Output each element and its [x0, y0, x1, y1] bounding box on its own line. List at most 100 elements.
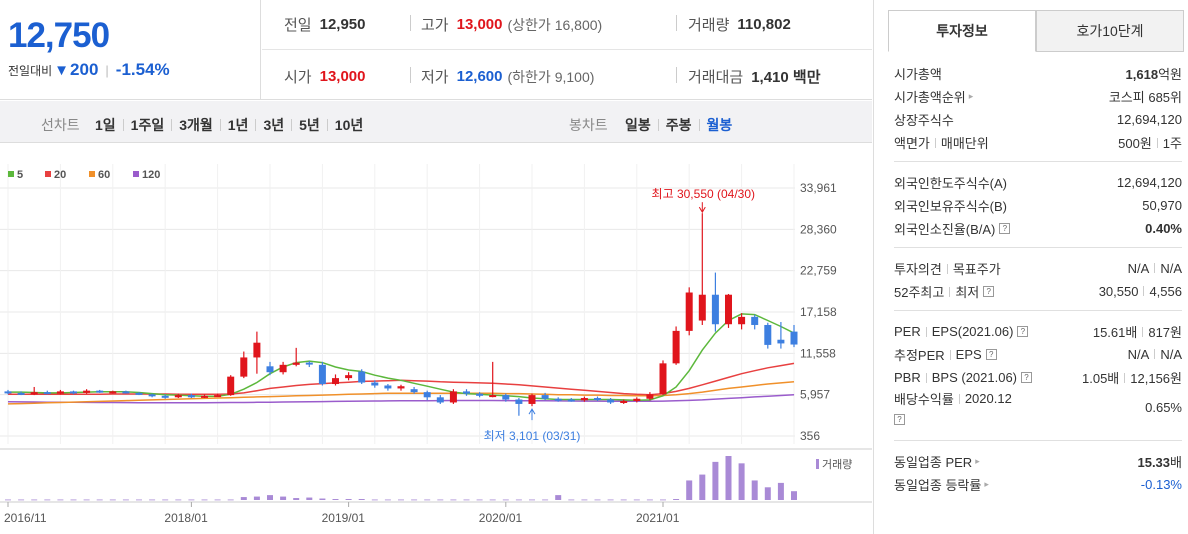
- tab-order-book[interactable]: 호가10단계: [1036, 10, 1184, 52]
- volume-bar: [136, 499, 142, 501]
- candle-period-0[interactable]: 일봉: [625, 117, 651, 133]
- info-label: 시가총액: [894, 64, 942, 83]
- volume-bar: [293, 498, 300, 500]
- amount-value: 1,410 백만: [751, 69, 821, 86]
- candle-body: [476, 393, 484, 396]
- info-value: 50,970: [1142, 198, 1182, 213]
- info-row: 액면가 매매단위 500원 1주: [894, 131, 1182, 154]
- info-value: 1,618억원: [1126, 64, 1182, 83]
- label-text[interactable]: 동일업종 등락률: [894, 478, 982, 493]
- value-text: 15.61배: [1092, 325, 1138, 340]
- volume-bar: [437, 499, 444, 501]
- toolbar-divider: [171, 119, 173, 131]
- info-row: 52주최고 최저? 30,550 4,556: [894, 280, 1182, 303]
- help-icon[interactable]: ?: [894, 414, 905, 425]
- value-divider: [1154, 263, 1156, 273]
- help-icon[interactable]: ?: [1021, 372, 1033, 383]
- volume-bar: [411, 499, 418, 501]
- label-text[interactable]: 시가총액순위: [894, 90, 966, 105]
- candle-body: [463, 391, 470, 394]
- group-divider: [894, 310, 1182, 311]
- candle-body: [279, 364, 287, 373]
- legend-swatch: [8, 171, 14, 177]
- line-period-3[interactable]: 1년: [227, 117, 249, 133]
- info-value: 30,550 4,556: [1099, 284, 1182, 299]
- label-text[interactable]: 동일업종 PER: [894, 455, 973, 470]
- candle-period-2[interactable]: 월봉: [706, 117, 733, 133]
- line-period-6[interactable]: 10년: [334, 117, 364, 133]
- volume-bar: [489, 499, 496, 501]
- volume-bar: [542, 499, 549, 501]
- candle-body: [397, 386, 405, 389]
- info-row: PER EPS(2021.06)? 15.61배 817원: [894, 320, 1182, 343]
- label-text: 추정PER: [894, 348, 945, 363]
- candle-body: [253, 342, 261, 358]
- change-label: 전일대비: [8, 63, 53, 78]
- info-label-wrap: 배당수익률 2020.12?: [894, 389, 1012, 425]
- value-bold: 1,618: [1125, 67, 1159, 82]
- info-label: 액면가 매매단위: [894, 133, 989, 152]
- price-chart[interactable]: 33,961 28,360 22,759 17,158 11,558 5,957 356 5 2…: [0, 144, 872, 534]
- info-row: 동일업종 PER ▸ 15.33배: [894, 450, 1182, 473]
- volume-bar: [175, 499, 182, 501]
- high-label: 고가: [421, 17, 449, 34]
- candle-body: [43, 392, 51, 395]
- line-period-1[interactable]: 1주일: [130, 117, 165, 133]
- info-row: 투자의견 목표주가 N/A N/A: [894, 257, 1182, 280]
- line-period-4[interactable]: 3년: [263, 117, 285, 133]
- help-icon[interactable]: ?: [983, 286, 995, 297]
- help-icon[interactable]: ?: [985, 349, 997, 360]
- candle-period-1[interactable]: 주봉: [665, 117, 692, 133]
- info-value: 1.05배 12,156원: [1082, 368, 1182, 387]
- label-text: 액면가: [894, 136, 930, 151]
- value-text: -0.13%: [1140, 477, 1182, 492]
- value-text-2: 1주: [1162, 136, 1182, 151]
- value-text-2: N/A: [1160, 347, 1182, 362]
- value-divider: [1142, 327, 1144, 337]
- info-label: 배당수익률 2020.12: [894, 389, 1012, 408]
- volume-bar: [371, 499, 378, 501]
- amount-label: 거래대금: [688, 69, 744, 86]
- value-text: 30,550: [1098, 284, 1139, 299]
- volume-bar: [751, 480, 758, 500]
- value-text-2: N/A: [1160, 261, 1182, 276]
- info-value: 12,694,120: [1117, 112, 1182, 127]
- x-tick-label: 2020/01: [479, 511, 523, 525]
- line-chart-periods: 1일 1주일 3개월 1년 3년 5년 10년: [88, 115, 370, 135]
- prev-close-label: 전일: [284, 17, 312, 34]
- candle-body: [672, 330, 680, 364]
- volume-bar: [240, 497, 247, 500]
- candle-body: [122, 391, 130, 394]
- info-label: PER EPS(2021.06)?: [894, 324, 1029, 339]
- panel-rows: 시가총액 1,618억원 시가총액순위 ▸ 코스피 685위 상장주식수 12,694,12…: [894, 62, 1182, 496]
- label-text-2: 2020.12: [964, 391, 1012, 406]
- tab-investment-info[interactable]: 투자정보: [888, 10, 1036, 52]
- candle-body: [423, 392, 431, 398]
- help-icon[interactable]: ?: [999, 223, 1011, 234]
- legend-swatch: [133, 171, 139, 177]
- label-divider: [925, 326, 927, 337]
- candle-body: [17, 392, 25, 395]
- candle-body: [449, 391, 457, 403]
- line-period-5[interactable]: 5년: [299, 117, 320, 133]
- value-text: 50,970: [1142, 198, 1182, 213]
- volume-bar: [476, 499, 483, 501]
- y-tick-label: 22,759: [800, 264, 837, 278]
- line-period-2[interactable]: 3개월: [179, 117, 213, 133]
- label-divider: [934, 137, 936, 148]
- value-text: 12,694,120: [1116, 112, 1182, 127]
- candle-body: [725, 294, 732, 325]
- down-triangle-icon: ▼: [54, 61, 70, 79]
- line-period-0[interactable]: 1일: [95, 117, 116, 133]
- price-box: 12,750 전일대비 ▼ 200 | -1.54%: [0, 0, 261, 100]
- chart-toolbar: 선차트 1일 1주일 3개월 1년 3년 5년 10년 봉차트 일봉 주봉 월봉: [0, 101, 872, 143]
- volume-bar: [5, 499, 11, 501]
- value-bold: 0.40%: [1145, 221, 1182, 236]
- volume-bar: [660, 499, 666, 501]
- volume-bar: [280, 496, 287, 500]
- group-divider: [894, 161, 1182, 162]
- candle-body: [489, 395, 497, 398]
- info-value: 코스피 685위: [1109, 87, 1182, 106]
- help-icon[interactable]: ?: [1017, 326, 1029, 337]
- info-row: 외국인보유주식수(B) 50,970: [894, 194, 1182, 217]
